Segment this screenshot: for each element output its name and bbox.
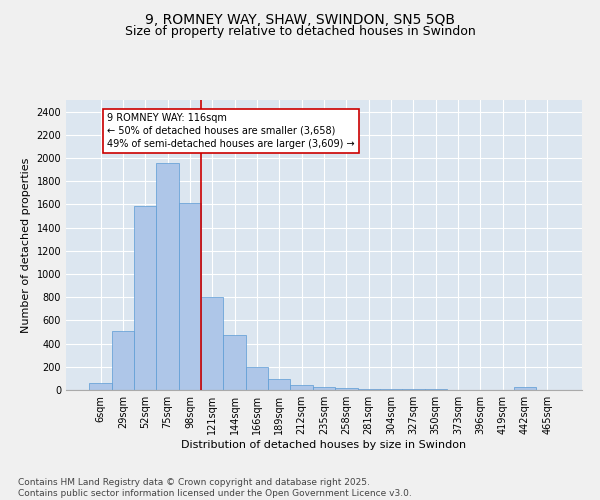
Bar [358, 389, 380, 390]
X-axis label: Distribution of detached houses by size in Swindon: Distribution of detached houses by size … [181, 440, 467, 450]
Bar [89, 383, 112, 390]
Bar [179, 203, 201, 390]
Text: Size of property relative to detached houses in Swindon: Size of property relative to detached ho… [125, 25, 475, 38]
Bar [112, 331, 134, 390]
Bar [223, 336, 246, 390]
Bar [514, 387, 536, 390]
Bar [335, 388, 358, 390]
Bar [157, 162, 179, 390]
Bar [290, 385, 313, 390]
Bar [134, 206, 157, 390]
Bar [201, 297, 223, 390]
Bar [402, 389, 425, 390]
Y-axis label: Number of detached properties: Number of detached properties [21, 158, 31, 332]
Bar [313, 387, 335, 390]
Text: 9 ROMNEY WAY: 116sqm
← 50% of detached houses are smaller (3,658)
49% of semi-de: 9 ROMNEY WAY: 116sqm ← 50% of detached h… [107, 113, 355, 149]
Bar [380, 389, 402, 390]
Bar [246, 368, 268, 390]
Text: Contains HM Land Registry data © Crown copyright and database right 2025.
Contai: Contains HM Land Registry data © Crown c… [18, 478, 412, 498]
Bar [268, 379, 290, 390]
Text: 9, ROMNEY WAY, SHAW, SWINDON, SN5 5QB: 9, ROMNEY WAY, SHAW, SWINDON, SN5 5QB [145, 12, 455, 26]
